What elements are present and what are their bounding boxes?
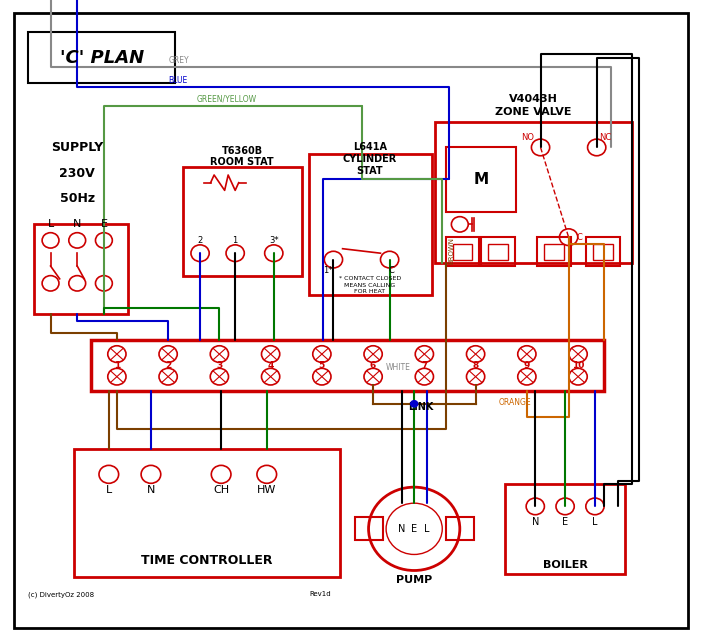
Text: PUMP: PUMP	[396, 575, 432, 585]
Text: V4043H: V4043H	[509, 94, 558, 104]
Text: 'C' PLAN: 'C' PLAN	[60, 49, 144, 67]
Text: 8: 8	[472, 361, 479, 370]
Text: N: N	[398, 524, 405, 534]
Text: BLUE: BLUE	[168, 76, 187, 85]
Text: BOILER: BOILER	[543, 560, 588, 570]
Text: TIME CONTROLLER: TIME CONTROLLER	[141, 554, 273, 567]
Text: LINK: LINK	[409, 402, 434, 412]
Text: L: L	[592, 517, 597, 528]
Text: N: N	[147, 485, 155, 495]
Text: ZONE VALVE: ZONE VALVE	[496, 107, 571, 117]
Text: FOR HEAT: FOR HEAT	[355, 289, 385, 294]
Text: GREY: GREY	[168, 56, 189, 65]
Text: STAT: STAT	[357, 165, 383, 176]
Text: C: C	[389, 266, 395, 275]
Text: 4: 4	[267, 361, 274, 370]
Text: 1: 1	[232, 236, 238, 245]
Circle shape	[411, 401, 418, 407]
Text: GREEN/YELLOW: GREEN/YELLOW	[197, 95, 257, 104]
Text: 10: 10	[572, 361, 584, 370]
Text: 50Hz: 50Hz	[60, 192, 95, 205]
Text: * CONTACT CLOSED: * CONTACT CLOSED	[339, 276, 401, 281]
Text: L: L	[106, 485, 112, 495]
Text: 2: 2	[197, 236, 203, 245]
Text: ORANGE: ORANGE	[498, 398, 531, 407]
Text: WHITE: WHITE	[386, 363, 411, 372]
Text: 2: 2	[165, 361, 171, 370]
Text: 3*: 3*	[269, 236, 279, 245]
Text: L: L	[48, 219, 53, 229]
Text: CYLINDER: CYLINDER	[343, 154, 397, 164]
Text: E: E	[100, 219, 107, 229]
Text: 5: 5	[319, 361, 325, 370]
Text: E: E	[562, 517, 568, 528]
Text: BROWN: BROWN	[448, 237, 454, 264]
Text: 9: 9	[524, 361, 530, 370]
Text: MEANS CALLING: MEANS CALLING	[344, 283, 396, 288]
Text: SUPPLY: SUPPLY	[51, 141, 103, 154]
Text: L: L	[424, 524, 430, 534]
Text: E: E	[411, 524, 417, 534]
Text: L641A: L641A	[353, 142, 387, 153]
Text: 1: 1	[114, 361, 120, 370]
Text: 3: 3	[216, 361, 223, 370]
Text: N: N	[73, 219, 81, 229]
Text: Rev1d: Rev1d	[309, 591, 331, 597]
Text: 7: 7	[421, 361, 428, 370]
Text: NO: NO	[522, 133, 534, 142]
Text: HW: HW	[257, 485, 277, 495]
Text: M: M	[473, 172, 489, 187]
Text: ROOM STAT: ROOM STAT	[211, 156, 274, 167]
Text: NC: NC	[599, 133, 611, 142]
Text: (c) DivertyOz 2008: (c) DivertyOz 2008	[28, 591, 94, 597]
Text: 230V: 230V	[60, 167, 95, 179]
Text: CH: CH	[213, 485, 229, 495]
Text: 1*: 1*	[323, 266, 333, 275]
Text: C: C	[576, 233, 582, 242]
Text: N: N	[531, 517, 539, 528]
Text: T6360B: T6360B	[222, 146, 263, 156]
Text: 6: 6	[370, 361, 376, 370]
